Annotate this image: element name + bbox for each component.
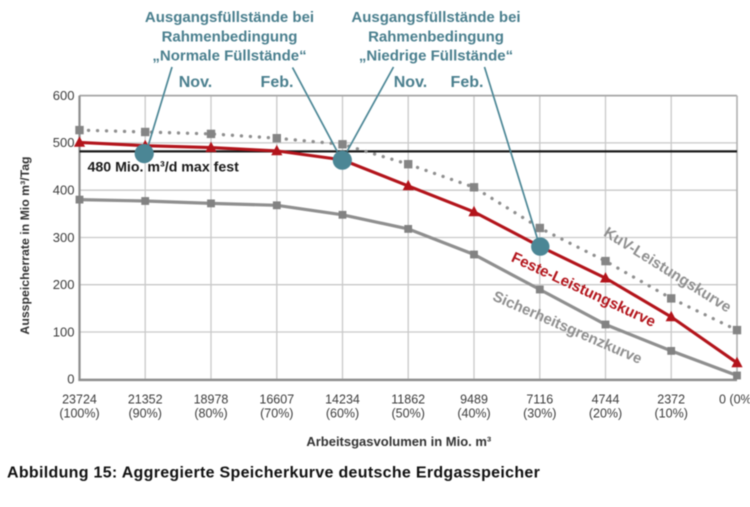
svg-text:400: 400 [53,183,75,198]
svg-text:0: 0 [67,372,74,387]
svg-text:(50%): (50%) [392,407,425,421]
svg-text:Arbeitsgasvolumen in Mio. m³: Arbeitsgasvolumen in Mio. m³ [306,434,492,449]
svg-text:Ausgangsfüllstände bei: Ausgangsfüllstände bei [145,9,314,26]
svg-text:18978: 18978 [194,393,229,407]
svg-text:Rahmenbedingung: Rahmenbedingung [162,28,298,45]
svg-text:23724: 23724 [62,393,97,407]
svg-text:Feb.: Feb. [451,74,484,91]
svg-text:Nov.: Nov. [394,74,427,91]
svg-text:16607: 16607 [259,393,294,407]
svg-text:(30%): (30%) [523,407,556,421]
svg-text:(20%): (20%) [589,407,622,421]
svg-text:0 (0%): 0 (0%) [719,393,750,407]
svg-text:9489: 9489 [460,393,488,407]
svg-text:Rahmenbedingung: Rahmenbedingung [368,28,504,45]
svg-text:Feb.: Feb. [261,74,294,91]
svg-text:11862: 11862 [391,393,425,407]
svg-text:7116: 7116 [526,393,553,407]
svg-text:(70%): (70%) [260,407,293,421]
svg-text:„Normale Füllstände“: „Normale Füllstände“ [152,48,306,65]
svg-text:100: 100 [53,324,75,339]
svg-text:Ausspeicherrate in Mio m³/Tag: Ausspeicherrate in Mio m³/Tag [18,156,32,334]
svg-text:(90%): (90%) [129,407,162,421]
svg-text:Nov.: Nov. [179,74,212,91]
svg-text:14234: 14234 [325,393,360,407]
svg-text:Ausgangsfüllstände bei: Ausgangsfüllstände bei [351,9,520,26]
svg-text:(80%): (80%) [194,407,227,421]
svg-text:(60%): (60%) [326,407,359,421]
svg-text:„Niedrige Füllstände“: „Niedrige Füllstände“ [359,48,513,65]
svg-text:2372: 2372 [657,393,685,407]
svg-text:300: 300 [53,230,75,245]
svg-text:500: 500 [53,135,75,150]
svg-text:(10%): (10%) [655,407,688,421]
svg-text:600: 600 [53,88,75,103]
svg-text:4744: 4744 [592,393,620,407]
svg-text:Abbildung 15: Aggregierte Spei: Abbildung 15: Aggregierte Speicherkurve … [7,465,540,482]
svg-text:200: 200 [53,277,75,292]
svg-text:(40%): (40%) [457,407,490,421]
svg-text:21352: 21352 [128,393,163,407]
svg-text:(100%): (100%) [59,407,99,421]
svg-text:480 Mio. m³/d max fest: 480 Mio. m³/d max fest [88,160,240,176]
